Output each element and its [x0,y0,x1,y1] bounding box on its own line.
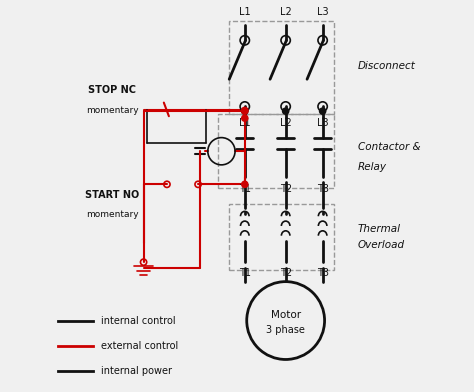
Text: L2: L2 [280,118,292,128]
Text: Contactor &: Contactor & [358,142,420,152]
Circle shape [319,108,326,114]
Text: external control: external control [101,341,178,351]
Text: Relay: Relay [358,162,387,172]
Text: momentary: momentary [86,210,139,219]
Text: momentary: momentary [86,107,139,116]
Text: STOP NC: STOP NC [89,85,137,95]
Text: L2: L2 [280,7,292,17]
Circle shape [242,181,248,187]
Text: Disconnect: Disconnect [358,61,416,71]
Text: L3: L3 [317,118,328,128]
Text: 3 phase: 3 phase [266,325,305,335]
Text: internal power: internal power [101,366,172,376]
Text: L1: L1 [239,118,251,128]
Text: START NO: START NO [85,190,139,200]
Text: T2: T2 [280,184,292,194]
Text: T2: T2 [280,268,292,278]
Text: Motor: Motor [271,310,301,320]
Circle shape [242,108,248,114]
Text: T3: T3 [317,184,328,194]
Text: Overload: Overload [358,240,405,250]
Text: L3: L3 [317,7,328,17]
Text: T1: T1 [239,184,251,194]
Circle shape [242,107,248,114]
Text: L1: L1 [239,7,251,17]
Text: internal control: internal control [101,316,175,325]
Circle shape [242,108,248,114]
Circle shape [242,115,248,121]
Text: T3: T3 [317,268,328,278]
Circle shape [283,108,289,114]
Text: Thermal: Thermal [358,224,401,234]
Circle shape [247,281,325,359]
Text: T1: T1 [239,268,251,278]
